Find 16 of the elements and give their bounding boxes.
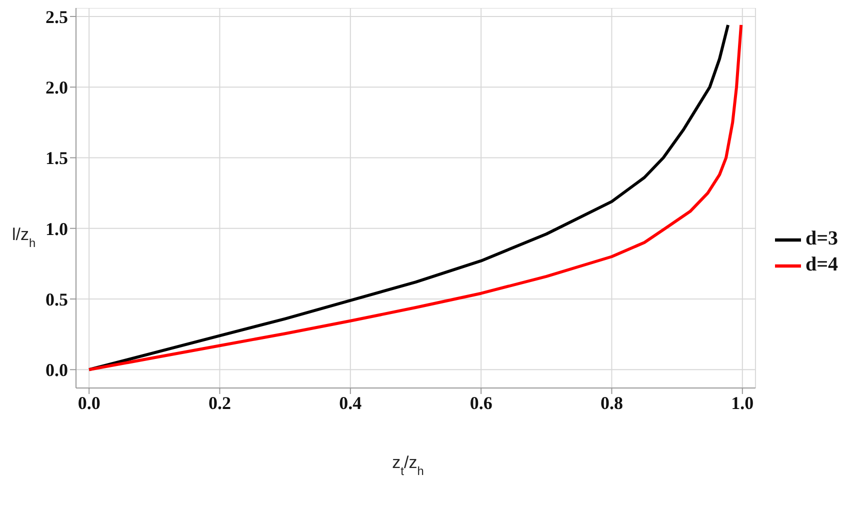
- y-tick-label: 2.0: [46, 78, 68, 98]
- x-tick-label: 0.2: [208, 392, 231, 413]
- x-tick-label: 0.4: [339, 392, 362, 413]
- legend-label: d=4: [805, 254, 838, 276]
- x-tick-label: 0.8: [600, 392, 623, 413]
- y-tick-label: 1.0: [46, 218, 68, 239]
- y-tick-label: 0.5: [46, 289, 68, 310]
- x-tick-label: 0.6: [470, 392, 492, 413]
- x-axis-title: z$_{t}$/z$_{h}$: [392, 453, 424, 478]
- y-tick-label: 0.0: [46, 360, 68, 380]
- legend-label: d=3: [805, 228, 838, 250]
- y-tick-label: 2.5: [46, 6, 68, 27]
- y-tick-label: 1.5: [46, 148, 68, 168]
- y-axis-title: l/z$_{h}$: [12, 225, 36, 250]
- x-tick-label: 1.0: [731, 392, 754, 413]
- x-tick-label: 0.0: [78, 392, 100, 413]
